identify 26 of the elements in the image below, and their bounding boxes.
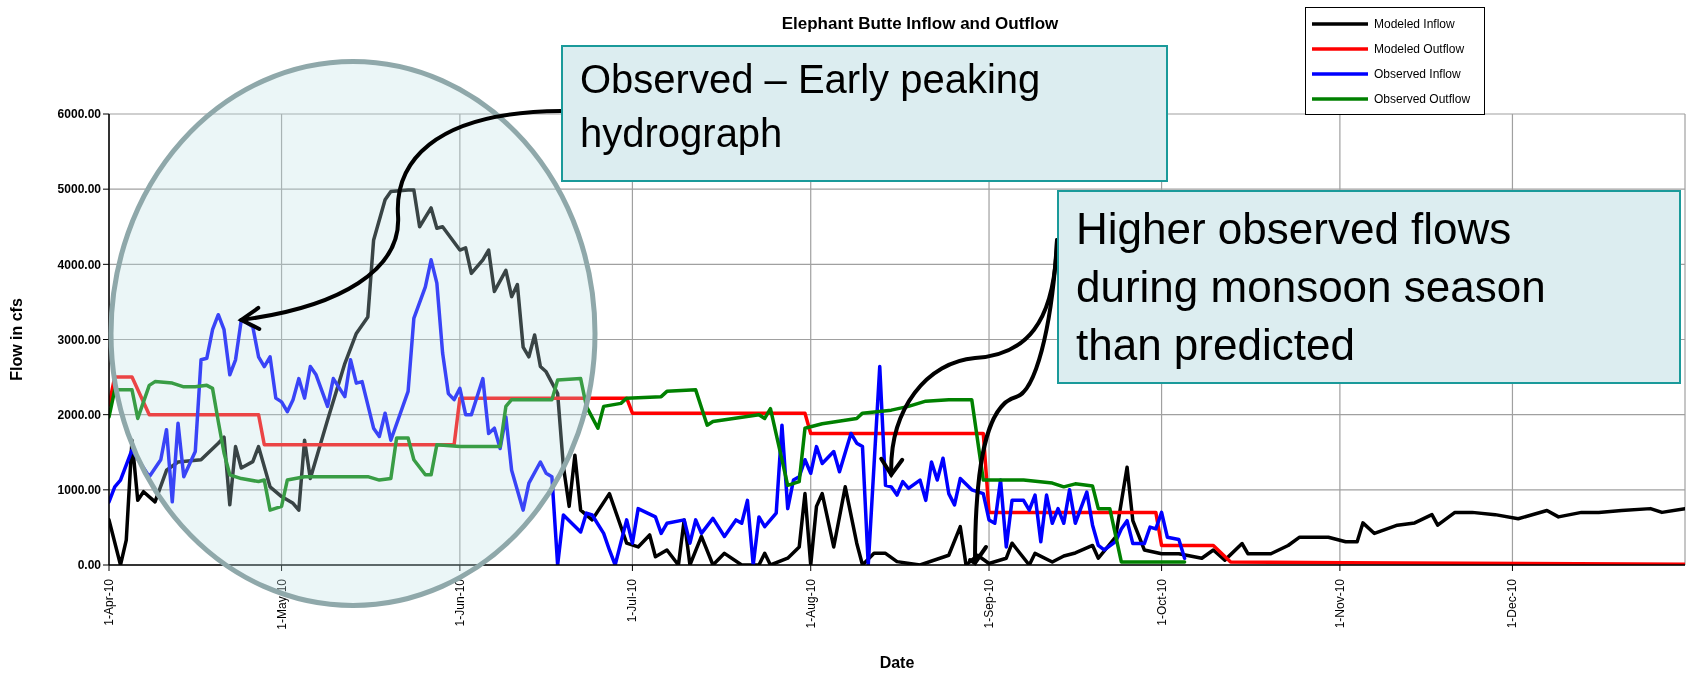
legend-label: Modeled Outflow (1374, 41, 1465, 56)
x-tick-label: 1-Apr-10 (102, 578, 116, 626)
y-tick-label: 6000.00 (57, 107, 102, 122)
y-tick-label: 1000.00 (57, 483, 102, 498)
legend-label: Observed Outflow (1374, 91, 1471, 106)
y-tick-label: 2000.00 (57, 407, 102, 422)
y-tick-label: 4000.00 (57, 257, 102, 272)
x-tick-label: 1-Dec-10 (1505, 578, 1520, 629)
y-tick-label: 0.00 (77, 558, 102, 573)
x-axis-title: Date (879, 654, 915, 671)
x-tick-label: 1-Nov-10 (1332, 578, 1347, 629)
legend-label: Modeled Inflow (1374, 16, 1455, 31)
chart-title: Elephant Butte Inflow and Outflow (780, 14, 1060, 34)
y-axis-title: Flow in cfs (7, 298, 25, 381)
annotation: Observed – Early peaking hydrograph (580, 56, 1042, 157)
x-tick-label: 1-May-10 (274, 578, 289, 630)
x-tick-label: 1-Aug-10 (803, 578, 818, 629)
x-tick-label: 1-Jun-10 (452, 578, 467, 627)
y-tick-label: 5000.00 (57, 182, 102, 197)
x-tick-label: 1-Oct-10 (1154, 578, 1169, 626)
legend-label: Observed Inflow (1374, 66, 1461, 81)
x-tick-label: 1-Sep-10 (982, 578, 997, 629)
annotation: Higher observed flows during monsoon season than predicted (1076, 203, 1547, 371)
line-series (109, 376, 1187, 564)
x-tick-label: 1-Jul-10 (625, 578, 640, 623)
y-tick-label: 3000.00 (57, 332, 102, 347)
